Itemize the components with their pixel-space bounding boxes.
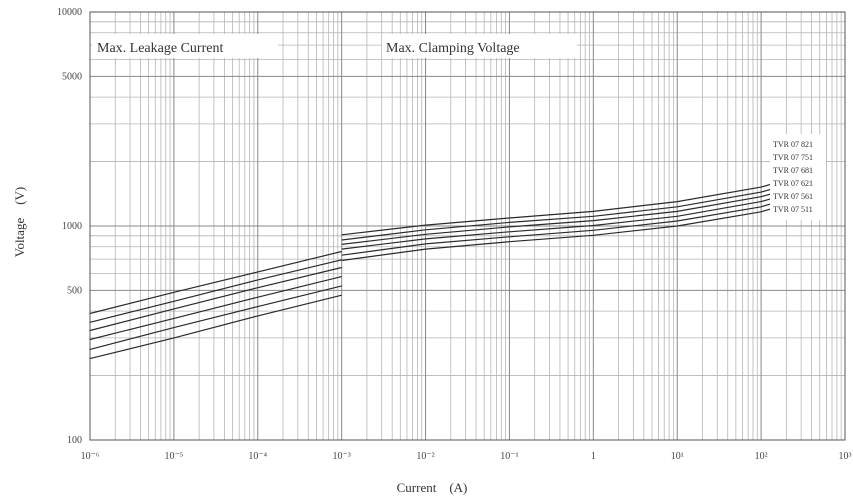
x-tick-label: 10⁻⁶ xyxy=(81,451,100,462)
x-tick-label: 1 xyxy=(591,451,596,462)
legend-background xyxy=(770,134,826,220)
series-clamping-line-2 xyxy=(341,179,820,245)
series-clamping-line-3 xyxy=(341,184,820,250)
series-leakage-line-2 xyxy=(89,266,342,332)
y-tick-labels: 100 500 1000 5000 10000 xyxy=(57,7,82,446)
legend-entry-3: TVR 07 621 xyxy=(773,179,813,188)
x-tick-labels: 10⁻⁶ 10⁻⁵ 10⁻⁴ 10⁻³ 10⁻² 10⁻¹ 1 10¹ 10² 10³ xyxy=(81,451,852,462)
x-tick-label: 10³ xyxy=(839,451,852,462)
y-tick-label: 100 xyxy=(67,435,82,446)
x-tick-label: 10⁻⁵ xyxy=(165,451,184,462)
series-clamping-line-0 xyxy=(341,169,820,236)
series-clamping-line-5 xyxy=(341,194,820,262)
legend-entry-5: TVR 07 511 xyxy=(773,205,813,214)
series-leakage-line-4 xyxy=(89,285,342,350)
x-tick-label: 10² xyxy=(755,451,768,462)
leakage-region-label: Max. Leakage Current xyxy=(97,41,223,56)
leakage-label-background xyxy=(92,34,278,58)
clamping-region-label: Max. Clamping Voltage xyxy=(386,41,520,56)
series-leakage-line-5 xyxy=(89,294,342,360)
x-tick-label: 10¹ xyxy=(671,451,684,462)
legend: TVR 07 821 TVR 07 751 TVR 07 681 TVR 07 621… xyxy=(770,134,826,220)
clamping-label-background xyxy=(382,34,577,58)
series-leakage-line-3 xyxy=(89,276,342,341)
y-tick-label: 500 xyxy=(67,285,82,296)
y-tick-label: 1000 xyxy=(62,221,82,232)
y-axis-title: Voltage (V) xyxy=(12,187,27,258)
legend-entry-2: TVR 07 681 xyxy=(773,166,813,175)
series-lines xyxy=(89,169,820,360)
y-tick-label: 10000 xyxy=(57,7,82,18)
series-leakage-line-0 xyxy=(89,250,342,315)
legend-entry-4: TVR 07 561 xyxy=(773,192,813,201)
series-clamping-line-1 xyxy=(341,174,820,241)
legend-entry-1: TVR 07 751 xyxy=(773,153,813,162)
x-axis-title: Current (A) xyxy=(397,480,468,495)
series-clamping-line-4 xyxy=(341,189,820,256)
legend-entry-0: TVR 07 821 xyxy=(773,140,813,149)
plot-frame xyxy=(89,11,846,441)
x-tick-label: 10⁻¹ xyxy=(500,451,518,462)
series-leakage-line-1 xyxy=(89,259,342,323)
x-tick-label: 10⁻² xyxy=(416,451,434,462)
x-tick-label: 10⁻³ xyxy=(333,451,351,462)
x-tick-label: 10⁻⁴ xyxy=(248,451,267,462)
y-tick-label: 5000 xyxy=(62,71,82,82)
